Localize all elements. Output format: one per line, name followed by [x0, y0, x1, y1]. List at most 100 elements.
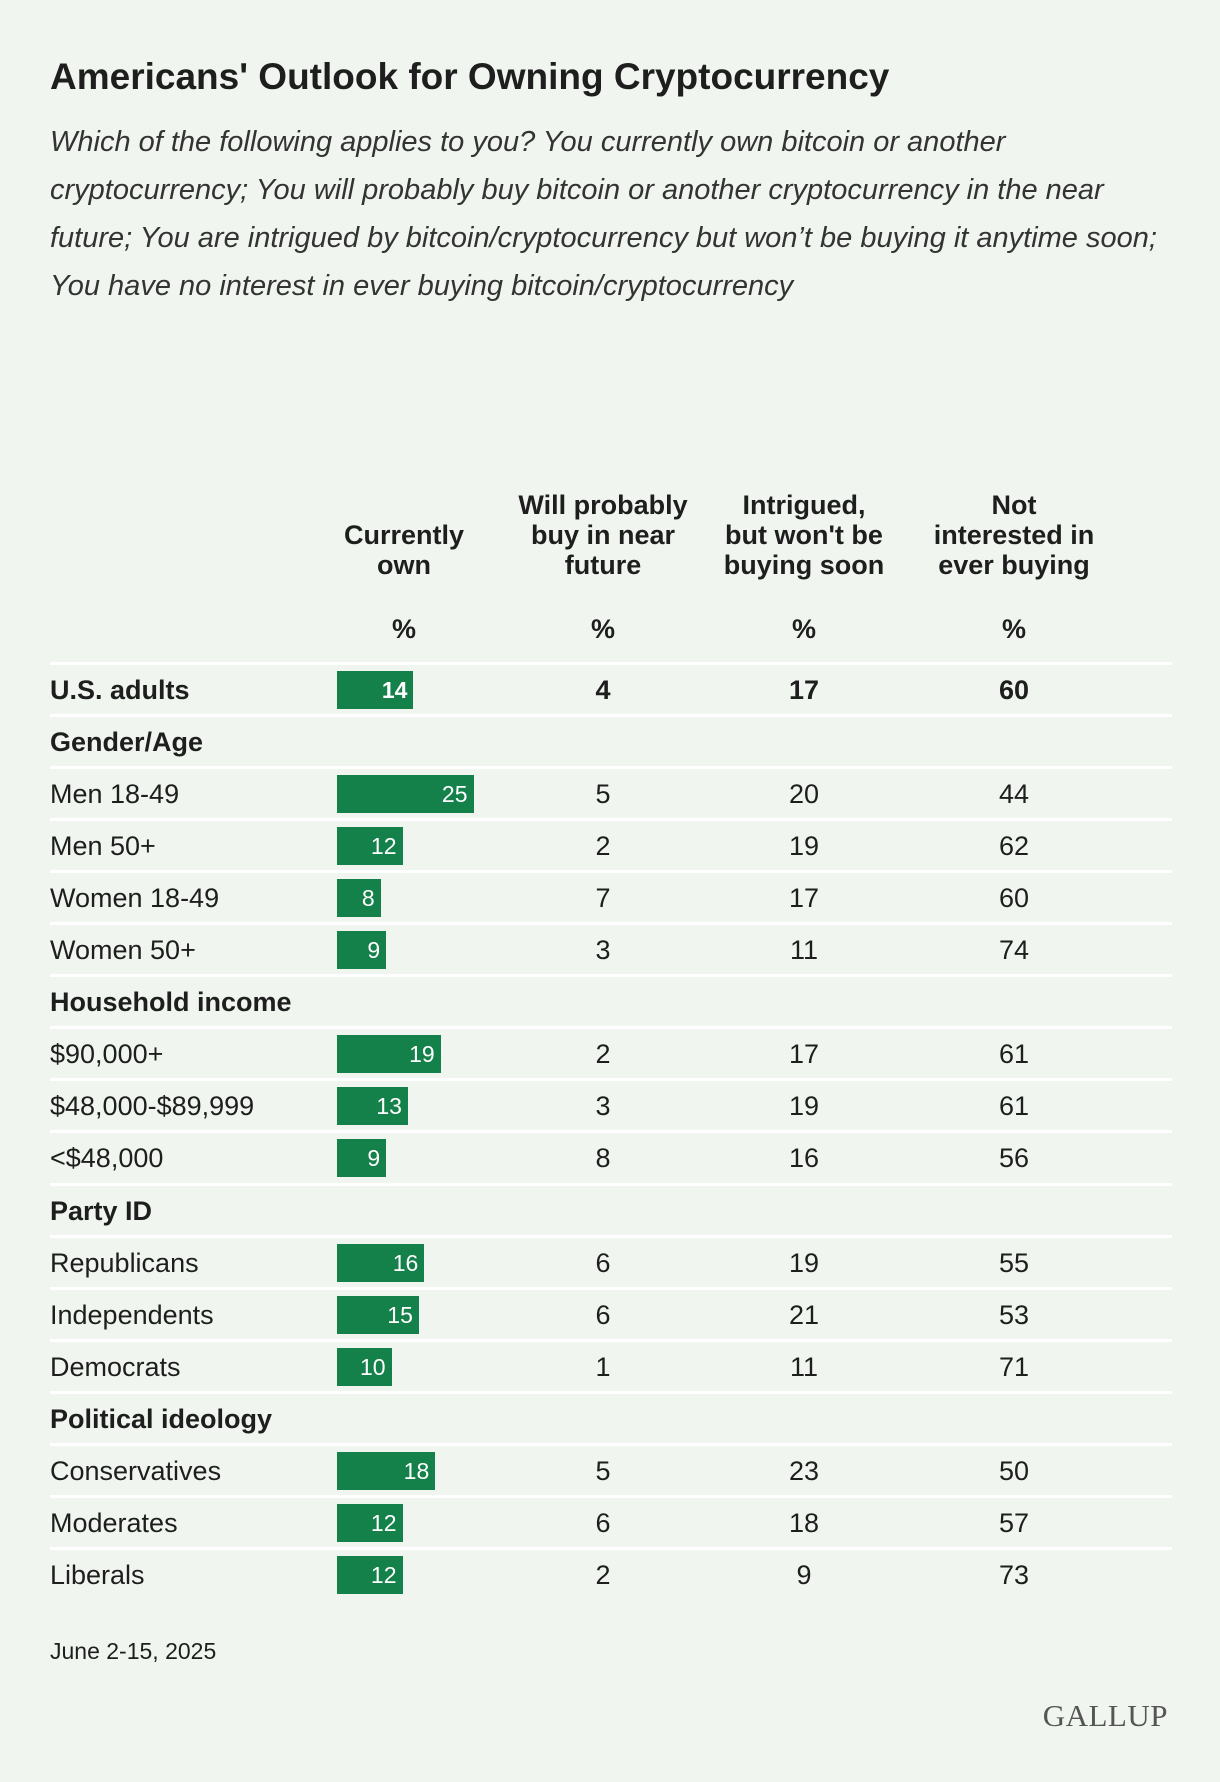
- cell-value: 2: [595, 1559, 611, 1590]
- cell-value: 20: [788, 779, 820, 810]
- group-header: Household income: [50, 987, 292, 1018]
- cell-value: 17: [788, 1039, 820, 1070]
- cell-value: 2: [595, 1039, 611, 1070]
- bar-label: 9: [367, 1145, 381, 1172]
- row-label: Women 50+: [50, 935, 196, 966]
- row-separator: [50, 922, 1172, 926]
- row-separator: [50, 1234, 1172, 1238]
- bar-label: 13: [376, 1093, 402, 1120]
- table: Currently own% Will probably buy in near …: [50, 490, 1172, 1594]
- cell-value: 16: [788, 1143, 820, 1174]
- row-separator: [50, 1078, 1172, 1082]
- column-header: Not interested in ever buying: [933, 490, 1095, 580]
- cell-value: 3: [595, 935, 611, 966]
- cell-value: 6: [595, 1507, 611, 1538]
- bar-label: 9: [367, 937, 381, 964]
- bar: [337, 775, 474, 814]
- bar-label: 18: [403, 1457, 430, 1484]
- cell-value: 19: [788, 831, 820, 862]
- cell-value: 8: [595, 1143, 611, 1174]
- cell-value: 61: [998, 1039, 1030, 1070]
- unit-label: %: [1001, 614, 1026, 644]
- row-separator: [50, 870, 1172, 874]
- cell-value: 60: [998, 675, 1030, 705]
- bar-label: 14: [381, 677, 408, 703]
- subtitle: Which of the following applies to you? Y…: [50, 126, 1157, 302]
- cell-value: 18: [788, 1507, 820, 1538]
- row-label: Independents: [50, 1299, 214, 1330]
- cell-value: 6: [595, 1247, 611, 1278]
- bar-label: 12: [370, 833, 397, 860]
- bar: [337, 1139, 387, 1178]
- cell-value: 53: [998, 1299, 1030, 1330]
- column-header: Will probably buy in near future: [518, 490, 688, 580]
- bar: [337, 1035, 441, 1074]
- cell-value: 9: [796, 1559, 812, 1590]
- cell-value: 60: [998, 883, 1030, 914]
- cell-value: 57: [998, 1507, 1030, 1538]
- bar-label: 8: [361, 885, 375, 912]
- group-header: Political ideology: [50, 1403, 273, 1434]
- row-label: Men 18-49: [50, 779, 180, 810]
- row-label: Moderates: [50, 1507, 178, 1538]
- bar: [337, 827, 403, 866]
- row-separator: [50, 1338, 1172, 1342]
- bar: [337, 671, 414, 709]
- cell-value: 62: [998, 831, 1030, 862]
- row-separator: [50, 1494, 1172, 1498]
- bar-label: 16: [392, 1249, 419, 1276]
- row-label: <$48,000: [50, 1143, 164, 1174]
- row-separator: [50, 974, 1172, 978]
- bar-label: 19: [409, 1041, 435, 1068]
- bar: [337, 1451, 436, 1490]
- column-header: Intrigued, but won't be buying soon: [723, 490, 885, 580]
- row-label: Women 18-49: [50, 883, 220, 914]
- bar-label: 12: [370, 1509, 397, 1536]
- cell-value: 23: [788, 1455, 820, 1486]
- row-label: Liberals: [50, 1559, 145, 1590]
- row-separator: [50, 1026, 1172, 1030]
- column-header: Currently own: [343, 520, 465, 580]
- row-label: U.S. adults: [50, 675, 190, 705]
- cell-value: 5: [595, 779, 611, 810]
- cell-value: 21: [788, 1299, 820, 1330]
- row-separator: [50, 1390, 1172, 1394]
- cell-value: 44: [998, 779, 1030, 810]
- row-separator: [50, 1130, 1172, 1134]
- bar: [337, 1243, 425, 1282]
- cell-value: 7: [595, 883, 611, 914]
- bar: [337, 879, 381, 918]
- row-label: $48,000-$89,999: [50, 1091, 255, 1122]
- row-separator: [50, 662, 1172, 665]
- cell-value: 11: [789, 935, 819, 966]
- cell-value: 19: [788, 1091, 820, 1122]
- row-separator: [50, 766, 1172, 770]
- cell-value: 71: [998, 1351, 1030, 1382]
- bar-label: 15: [387, 1301, 413, 1328]
- cell-value: 4: [595, 675, 611, 705]
- cell-value: 17: [788, 883, 820, 914]
- unit-label: %: [791, 614, 816, 644]
- cell-value: 17: [788, 675, 820, 705]
- bar: [337, 1503, 403, 1542]
- row-separator: [50, 1442, 1172, 1446]
- bar-label: 10: [360, 1353, 386, 1380]
- bar: [337, 1295, 419, 1334]
- unit-label: %: [391, 614, 416, 644]
- bar: [337, 1555, 403, 1594]
- row-separator: [50, 714, 1172, 718]
- cell-value: 6: [595, 1299, 611, 1330]
- group-header: Party ID: [50, 1195, 153, 1226]
- group-header: Gender/Age: [50, 727, 204, 758]
- row-label: $90,000+: [50, 1039, 164, 1070]
- row-label: Conservatives: [50, 1455, 222, 1486]
- bar-label: 25: [441, 781, 468, 808]
- row-separator: [50, 818, 1172, 822]
- title: Americans' Outlook for Owning Cryptocurr…: [50, 56, 890, 97]
- cell-value: 5: [595, 1455, 611, 1486]
- row-separator: [50, 1182, 1172, 1186]
- cell-value: 1: [595, 1351, 611, 1382]
- cell-value: 55: [998, 1247, 1030, 1278]
- row-label: Republicans: [50, 1247, 199, 1278]
- row-label: Men 50+: [50, 831, 156, 862]
